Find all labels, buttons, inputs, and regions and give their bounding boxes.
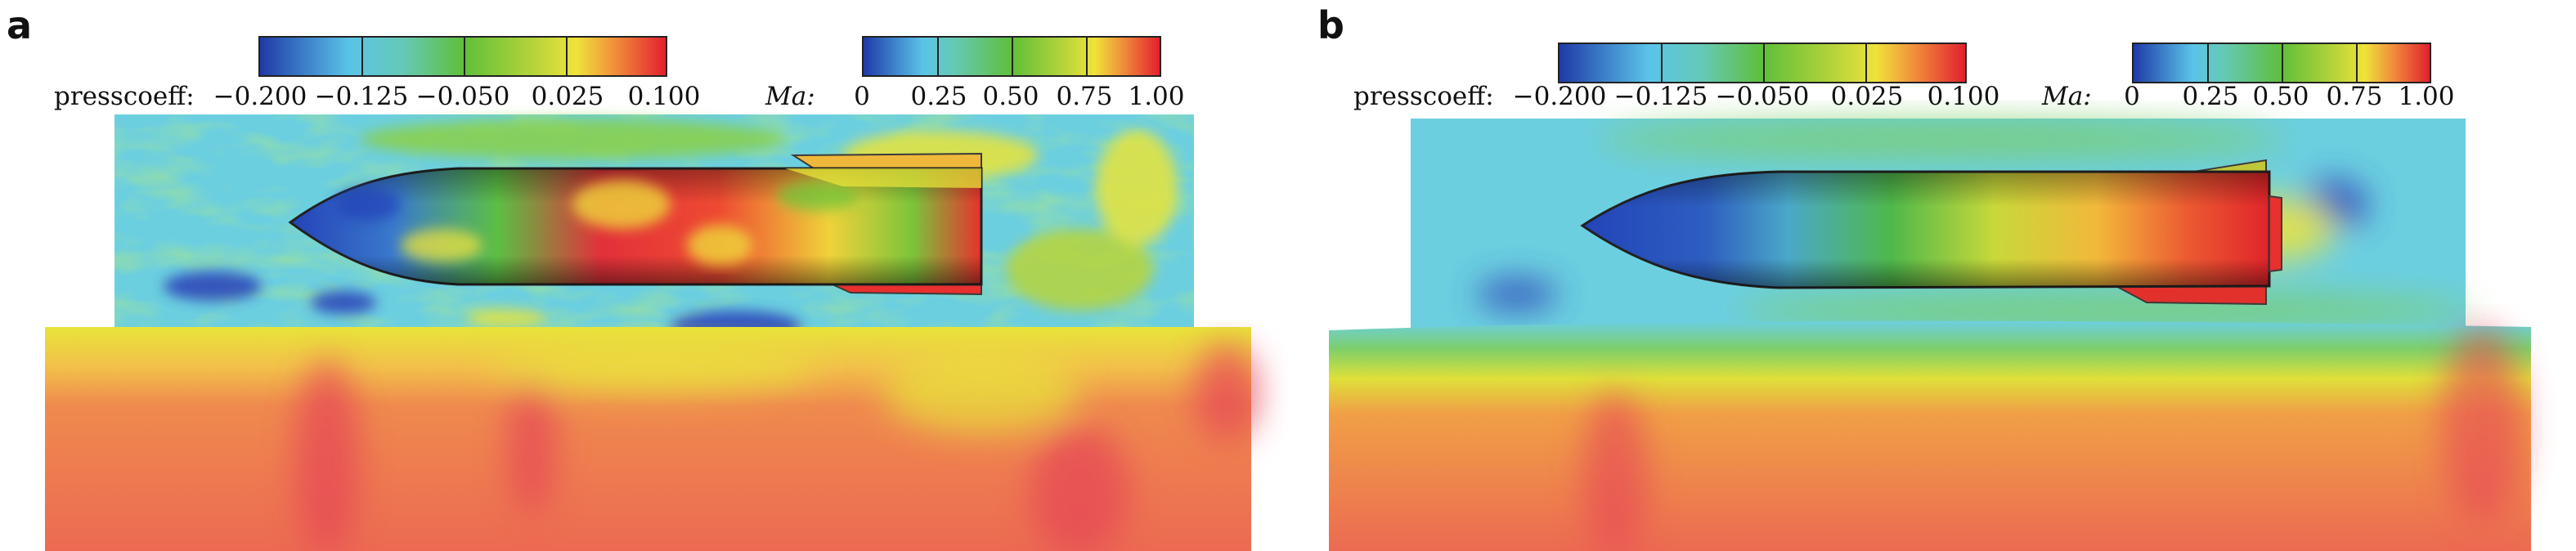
ground-streaks <box>294 343 1259 551</box>
mach-colorbar-b <box>2132 43 2431 83</box>
rocket-body-b <box>1580 159 2282 306</box>
press-tick-label-a-0: −0.200 <box>213 82 307 111</box>
mach-tick-mark <box>2356 44 2358 82</box>
mach-tick-mark <box>2207 44 2209 82</box>
press-tick-mark <box>1661 44 1663 82</box>
press-colorbar-label-b: presscoeff: <box>1353 82 1494 111</box>
mach-tick-mark <box>937 38 939 75</box>
press-tick-label-a-3: 0.025 <box>531 82 604 111</box>
press-tick-label-b-2: −0.050 <box>1715 82 1810 111</box>
press-tick-label-b-1: −0.125 <box>1613 82 1708 111</box>
mach-tick-mark <box>2282 44 2283 82</box>
flow-field-b <box>1329 119 2531 551</box>
mach-tick-label-a-0: 0 <box>854 82 870 111</box>
mach-tick-label-b-2: 0.50 <box>2252 82 2309 111</box>
mach-tick-label-a-3: 0.75 <box>1056 82 1113 111</box>
press-colorbar-b <box>1558 43 1967 83</box>
surface-pattern <box>335 180 859 266</box>
ground-region <box>1329 320 2531 551</box>
mach-tick-label-a-4: 1.00 <box>1128 82 1185 111</box>
press-colorbar-gradient-a <box>260 38 666 75</box>
press-tick-mark <box>361 38 363 75</box>
panel-label-b: b <box>1317 3 1344 47</box>
panel-b: b presscoeff: −0.200 −0.125 −0.050 0.025… <box>1288 0 2576 551</box>
mach-colorbar-label-a: Ma: <box>765 82 815 111</box>
press-tick-label-b-4: 0.100 <box>1927 82 2000 111</box>
mach-colorbar-label-b: Ma: <box>2042 82 2092 111</box>
mach-tick-label-b-0: 0 <box>2124 82 2140 111</box>
mach-tick-mark <box>1012 38 1013 75</box>
mach-tick-mark <box>1086 38 1088 75</box>
press-tick-label-a-4: 0.100 <box>627 82 701 111</box>
flow-field-a <box>45 114 1259 551</box>
press-tick-mark <box>1763 44 1765 82</box>
hull-shading <box>1582 172 2269 288</box>
press-tick-label-a-1: −0.125 <box>314 82 409 111</box>
press-colorbar-a <box>258 36 667 77</box>
press-tick-label-b-0: −0.200 <box>1512 82 1607 111</box>
mach-tick-label-a-2: 0.50 <box>982 82 1039 111</box>
ground-streaks <box>1582 327 2523 551</box>
mach-tick-label-b-1: 0.25 <box>2182 82 2239 111</box>
aft-highlight <box>785 168 981 188</box>
panel-label-a: a <box>7 3 33 47</box>
panel-a: a presscoeff: −0.200 −0.125 −0.050 0.025… <box>7 3 1259 551</box>
press-tick-mark <box>566 38 568 75</box>
press-colorbar-label-a: presscoeff: <box>54 82 195 111</box>
mach-colorbar-a <box>862 36 1161 77</box>
press-tick-mark <box>1865 44 1867 82</box>
rocket-body-a <box>288 152 983 296</box>
press-tick-label-a-2: −0.050 <box>415 82 510 111</box>
press-tick-label-b-3: 0.025 <box>1830 82 1904 111</box>
nozzle <box>2269 195 2282 273</box>
mach-tick-label-b-4: 1.00 <box>2398 82 2455 111</box>
press-colorbar-gradient-b <box>1560 44 1965 82</box>
mach-tick-label-a-1: 0.25 <box>910 82 967 111</box>
press-tick-mark <box>464 38 465 75</box>
mach-tick-label-b-3: 0.75 <box>2326 82 2383 111</box>
